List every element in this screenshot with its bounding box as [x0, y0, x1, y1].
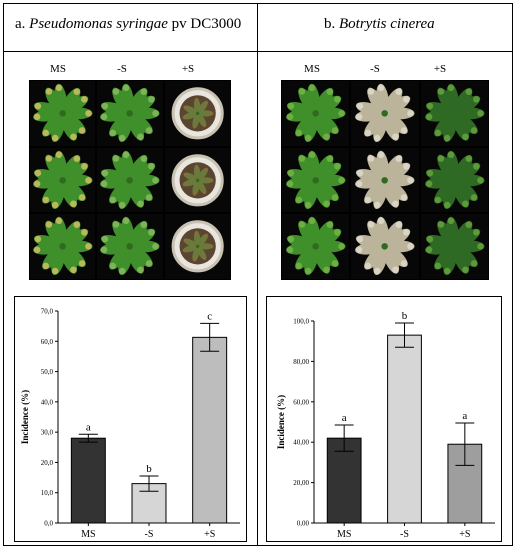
y-tick-label: 50,0 — [41, 368, 54, 376]
x-tick-label-plus-s: +S — [459, 529, 470, 540]
y-tick-label: 10,0 — [41, 489, 54, 497]
significance-letter-ms: a — [342, 412, 347, 424]
x-tick-label-ms: MS — [81, 529, 95, 540]
x-tick-label-minus-s: -S — [145, 529, 154, 540]
figure-frame — [3, 3, 513, 546]
plant-photo-ms-row2 — [282, 147, 350, 213]
y-tick-label: 80,00 — [293, 358, 309, 366]
panel-a-plant-photos — [29, 80, 231, 280]
plant-photo-ms-row1 — [30, 81, 96, 146]
panel-a-title: a. Pseudomonas syringae pv DC3000 — [15, 16, 241, 33]
plant-photo-plus-s-row3 — [420, 214, 488, 279]
significance-letter-plus-s: c — [207, 310, 212, 322]
plant-photo-ms-row3 — [30, 214, 96, 279]
bar-minus-s — [387, 334, 422, 524]
y-axis-label: Incidence (%) — [20, 390, 30, 444]
header-divider — [3, 51, 513, 52]
panel-b-col-minus-s: -S — [370, 63, 380, 75]
panel-b-col-plus-s: +S — [433, 63, 447, 75]
panel-b-title-italic: Botrytis cinerea — [339, 16, 435, 32]
panel-b-bar-chart: 0,00 20,00 40,00 60,00 80,00 100,0 Incidence (… — [276, 310, 495, 540]
plant-photo-plus-s-row1 — [164, 81, 230, 146]
x-tick-label-plus-s: +S — [204, 529, 215, 540]
significance-letter-minus-s: b — [146, 463, 152, 475]
panel-a-title-prefix: a. — [15, 16, 30, 32]
plant-photo-plus-s-row1 — [420, 81, 488, 146]
x-tick-label-ms: MS — [337, 529, 351, 540]
bar-plus-s — [192, 336, 228, 524]
y-tick-label: 60,0 — [41, 338, 54, 346]
y-tick-label: 100,0 — [293, 318, 309, 326]
plant-photo-ms-row2 — [30, 147, 96, 213]
plant-photo-ms-row1 — [282, 81, 350, 146]
y-tick-label: 20,00 — [293, 479, 309, 487]
y-tick-label: 0,00 — [297, 520, 310, 528]
panel-a-col-minus-s: -S — [117, 63, 127, 75]
plant-photo-minus-s-row1 — [97, 81, 163, 146]
panel-b-col-ms: MS — [304, 63, 320, 75]
x-tick-label-minus-s: -S — [400, 529, 409, 540]
panel-a-bar-chart: 0,0 10,0 20,0 30,0 40,0 50,0 60,0 70,0 Incidence… — [20, 308, 240, 540]
plant-photo-minus-s-row2 — [351, 147, 419, 213]
panel-b-chart: 0,00 20,00 40,00 60,00 80,00 100,0 Incidence (… — [266, 296, 502, 542]
bar-ms — [326, 437, 362, 524]
y-tick-label: 30,0 — [41, 429, 54, 437]
plant-photo-minus-s-row2 — [97, 147, 163, 213]
plant-photo-minus-s-row1 — [351, 81, 419, 146]
panel-divider — [257, 3, 258, 546]
panel-a-title-suffix: pv DC3000 — [167, 16, 242, 32]
bar-ms — [70, 437, 106, 524]
y-tick-label: 40,00 — [293, 439, 309, 447]
significance-letter-plus-s: a — [462, 410, 467, 422]
y-tick-label: 40,0 — [41, 398, 54, 406]
panel-a-title-italic: Pseudomonas syringae — [29, 16, 168, 32]
panel-a-chart: 0,0 10,0 20,0 30,0 40,0 50,0 60,0 70,0 Incidence… — [14, 296, 247, 542]
y-tick-label: 20,0 — [41, 459, 54, 467]
panel-b-title: b. Botrytis cinerea — [324, 16, 435, 33]
plant-photo-ms-row3 — [282, 214, 350, 279]
panel-b-title-prefix: b. — [324, 16, 339, 32]
significance-letter-ms: a — [86, 421, 91, 433]
y-tick-label: 0,0 — [44, 520, 53, 528]
y-axis-label: Incidence (%) — [276, 395, 286, 449]
plant-photo-plus-s-row2 — [420, 147, 488, 213]
panel-b-plant-photos — [281, 80, 489, 280]
panel-a-col-ms: MS — [50, 63, 66, 75]
plant-photo-plus-s-row3 — [164, 214, 230, 279]
y-tick-label: 60,00 — [293, 398, 309, 406]
plant-photo-minus-s-row3 — [351, 214, 419, 279]
significance-letter-minus-s: b — [402, 310, 408, 322]
plant-photo-plus-s-row2 — [164, 147, 230, 213]
y-tick-label: 70,0 — [41, 308, 54, 316]
panel-a-col-plus-s: +S — [181, 63, 195, 75]
plant-photo-minus-s-row3 — [97, 214, 163, 279]
